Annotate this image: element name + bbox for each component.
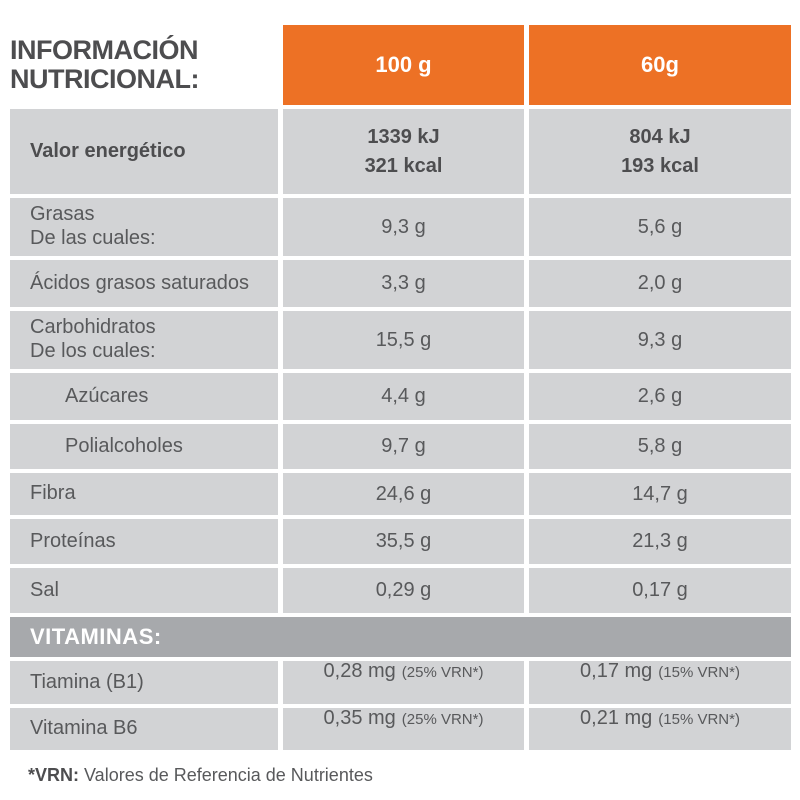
row-label-polialcoholes: Polialcoholes — [10, 424, 278, 469]
row-label-tiamina-b1: Tiamina (B1) — [10, 661, 278, 704]
value-text: 3,3 g — [381, 272, 426, 294]
column-header-100g: 100 g — [283, 25, 524, 105]
row-sublabel-text: De los cuales: — [30, 340, 156, 362]
vrn-footnote: *VRN: Valores de Referencia de Nutrientes — [28, 765, 791, 786]
vitamin-amount: 0,21 mg — [580, 707, 653, 729]
row-value-100g: 0,35 mg (25% VRN*) — [283, 708, 524, 750]
row-value-60g: 0,17 g — [529, 568, 791, 613]
row-value-60g: 5,6 g — [529, 198, 791, 256]
row-value-60g: 0,17 mg (15% VRN*) — [529, 661, 791, 704]
value-text: 35,5 g — [375, 530, 432, 552]
row-label-vitamina-b6: Vitamina B6 — [10, 708, 278, 750]
value-text: 5,6 g — [637, 215, 683, 238]
table-title: INFORMACIÓN NUTRICIONAL: — [10, 36, 199, 93]
row-label-text: Grasas — [30, 203, 95, 226]
vitamin-amount: 0,17 mg — [580, 660, 653, 682]
row-value-100g: 9,3 g — [283, 198, 524, 256]
row-value-100g: 3,3 g — [283, 260, 524, 307]
row-value-100g: 24,6 g — [283, 473, 524, 515]
value-text: 5,8 g — [637, 435, 683, 457]
row-label-azucares: Azúcares — [10, 373, 278, 420]
row-value-100g: 1339 kJ 321 kcal — [283, 109, 524, 194]
row-label-text: Sal — [30, 578, 59, 601]
row-value-100g: 9,7 g — [283, 424, 524, 469]
row-label-text: Azúcares — [65, 384, 149, 407]
energy-kcal-100g: 321 kcal — [364, 154, 443, 177]
row-label-carbohidratos: Carbohidratos De los cuales: — [10, 311, 278, 369]
vitamins-section-heading: VITAMINAS: — [10, 617, 791, 657]
row-value-100g: 0,29 g — [283, 568, 524, 613]
vitamin-vrn-note: (15% VRN*) — [658, 711, 740, 728]
title-line1: INFORMACIÓN — [10, 35, 198, 66]
row-sublabel-text: De las cuales: — [30, 227, 156, 249]
row-value-60g: 5,8 g — [529, 424, 791, 469]
vitamin-amount: 0,28 mg — [323, 660, 396, 682]
row-label-text: Tiamina (B1) — [30, 670, 144, 693]
energy-kcal-60g: 193 kcal — [621, 154, 699, 177]
vitamin-vrn-note: (25% VRN*) — [401, 711, 484, 728]
value-text: 15,5 g — [375, 328, 432, 351]
row-label-text: Carbohidratos — [30, 316, 156, 339]
energy-kj-60g: 804 kJ — [629, 125, 691, 148]
value-text: 14,7 g — [632, 482, 688, 505]
vitamin-amount: 0,35 mg — [323, 707, 396, 729]
row-label-text: Vitamina B6 — [30, 717, 138, 740]
value-text: 24,6 g — [375, 482, 432, 505]
row-value-60g: 2,0 g — [529, 260, 791, 307]
row-label-fibra: Fibra — [10, 473, 278, 515]
row-label-sal: Sal — [10, 568, 278, 613]
title-line2: NUTRICIONAL: — [10, 64, 199, 94]
row-label-proteinas: Proteínas — [10, 519, 278, 564]
row-value-60g: 0,21 mg (15% VRN*) — [529, 708, 791, 750]
row-value-60g: 21,3 g — [529, 519, 791, 564]
row-value-100g: 0,28 mg (25% VRN*) — [283, 661, 524, 704]
value-text: 2,6 g — [637, 385, 683, 407]
row-label-text: Fibra — [30, 482, 76, 505]
row-value-60g: 2,6 g — [529, 373, 791, 420]
vrn-footnote-prefix: *VRN: — [28, 765, 80, 785]
row-label-grasas: Grasas De las cuales: — [10, 198, 278, 256]
row-label-text: Ácidos grasos saturados — [30, 271, 250, 294]
row-value-60g: 804 kJ 193 kcal — [529, 109, 791, 194]
row-label-text: Proteínas — [30, 529, 116, 552]
row-value-60g: 9,3 g — [529, 311, 791, 369]
energy-kj-100g: 1339 kJ — [367, 125, 440, 148]
vitamin-vrn-note: (15% VRN*) — [658, 664, 740, 681]
nutrition-table: INFORMACIÓN NUTRICIONAL: 100 g 60g Valor… — [10, 25, 791, 750]
row-label-acidos-grasos-saturados: Ácidos grasos saturados — [10, 260, 278, 307]
table-title-cell: INFORMACIÓN NUTRICIONAL: — [10, 25, 278, 105]
row-label-text: Valor energético — [30, 139, 186, 162]
value-text: 0,17 g — [632, 579, 688, 601]
value-text: 21,3 g — [632, 530, 688, 552]
value-text: 2,0 g — [637, 272, 683, 294]
row-label-valor-energetico: Valor energético — [10, 109, 278, 194]
value-text: 9,3 g — [381, 215, 426, 238]
row-label-text: Polialcoholes — [65, 434, 183, 457]
value-text: 9,3 g — [637, 328, 683, 351]
row-value-60g: 14,7 g — [529, 473, 791, 515]
row-value-100g: 35,5 g — [283, 519, 524, 564]
vrn-footnote-text: Valores de Referencia de Nutrientes — [84, 765, 373, 785]
value-text: 9,7 g — [381, 435, 426, 457]
column-header-60g: 60g — [529, 25, 791, 105]
value-text: 0,29 g — [375, 579, 432, 601]
row-value-100g: 4,4 g — [283, 373, 524, 420]
row-value-100g: 15,5 g — [283, 311, 524, 369]
value-text: 4,4 g — [381, 385, 426, 407]
vitamin-vrn-note: (25% VRN*) — [401, 664, 484, 681]
